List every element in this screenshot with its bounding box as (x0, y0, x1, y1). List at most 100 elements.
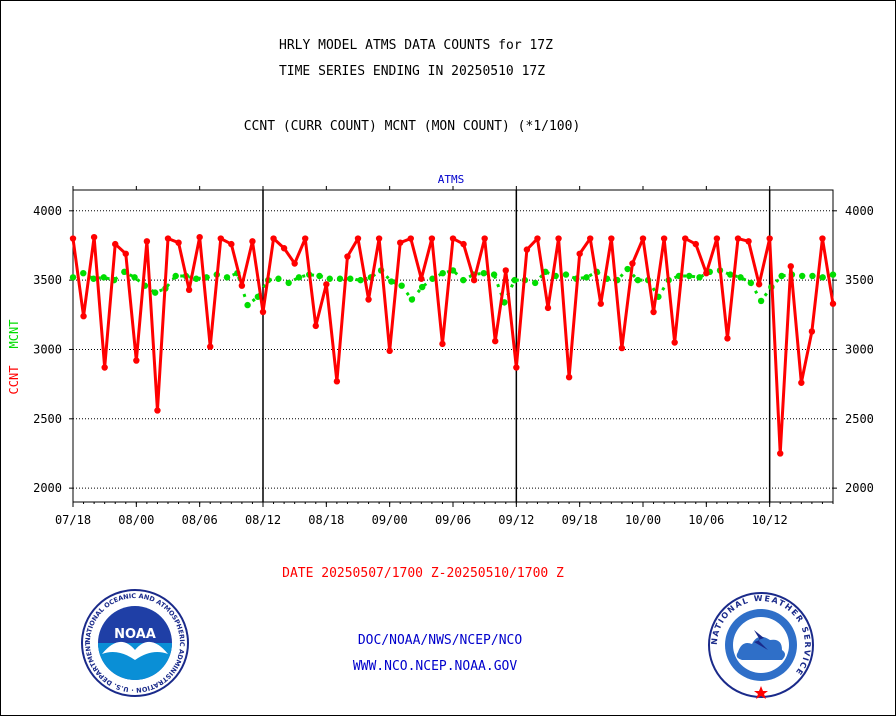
y-axis-label-ccnt: CCNT (7, 366, 21, 395)
y-tick-label-left: 2500 (33, 412, 62, 426)
ccnt-point (565, 374, 573, 381)
ccnt-point (481, 235, 488, 242)
ccnt-point (80, 312, 87, 320)
mcnt-point (531, 279, 539, 287)
y-tick-label-left: 3000 (33, 342, 62, 356)
mcnt-point (583, 274, 590, 281)
mcnt-point (829, 271, 837, 278)
ccnt-point (513, 364, 520, 371)
noaa-logo-text: NOAA (114, 627, 156, 642)
mcnt-point (223, 274, 231, 281)
y-tick-label-left: 4000 (33, 204, 62, 218)
mcnt-point (151, 289, 159, 296)
mcnt-point (90, 275, 97, 282)
x-tick-label: 07/18 (55, 513, 91, 527)
ccnt-point (344, 253, 351, 260)
mcnt-point (511, 276, 518, 284)
ccnt-point (629, 260, 636, 267)
y-axis-label-mcnt: MCNT (7, 320, 21, 349)
mcnt-point (757, 297, 765, 305)
ccnt-point (386, 347, 393, 355)
x-tick-label: 08/12 (245, 513, 281, 527)
y-tick-label-right: 2500 (845, 412, 874, 426)
ccnt-point (228, 240, 235, 248)
mcnt-point (480, 270, 488, 277)
mcnt-point (336, 275, 344, 282)
ccnt-point (502, 267, 509, 274)
ccnt-point (523, 246, 531, 253)
ccnt-point (734, 235, 742, 242)
ccnt-point (175, 239, 182, 246)
mcnt-point (316, 272, 323, 280)
mcnt-point (747, 279, 755, 287)
x-tick-label: 09/00 (372, 513, 408, 527)
ccnt-point (397, 239, 404, 246)
mcnt-point (326, 275, 333, 282)
mcnt-point (562, 271, 570, 278)
ccnt-point (576, 250, 583, 257)
mcnt-point (460, 276, 467, 284)
ccnt-point (280, 245, 288, 252)
ccnt-point (185, 286, 193, 294)
mcnt-point (624, 265, 631, 273)
ccnt-point (439, 340, 446, 348)
mcnt-point (275, 275, 282, 282)
ccnt-point (407, 235, 414, 242)
mcnt-point (347, 275, 354, 282)
ccnt-point (154, 407, 161, 414)
ccnt-point (365, 296, 372, 303)
ccnt-point (207, 343, 214, 350)
footer-url[interactable]: WWW.NCO.NCEP.NOAA.GOV (352, 659, 518, 674)
mcnt-point (696, 274, 703, 281)
noaa-logo: NATIONAL OCEANIC AND ATMOSPHERIC ADMINIS… (80, 588, 189, 697)
date-range: DATE 20250507/1700 Z-20250510/1700 Z (282, 566, 564, 581)
ccnt-point (703, 270, 710, 277)
mcnt-point (388, 278, 395, 285)
ccnt-point (449, 235, 457, 242)
x-tick-label: 10/00 (625, 513, 661, 527)
ccnt-point (270, 235, 277, 242)
footer-org: DOC/NOAA/NWS/NCEP/NCO (357, 633, 523, 648)
tick-labels: 2000 2000 2500 2500 3000 3000 3500 3500 4000 4000… (33, 204, 874, 527)
mcnt-line (72, 266, 834, 308)
ccnt-point (608, 235, 615, 242)
x-tick-label: 08/00 (118, 513, 154, 527)
ccnt-point (798, 379, 805, 386)
y-tick-label-right: 3000 (845, 342, 874, 356)
x-tick-label: 10/06 (688, 513, 724, 527)
ccnt-point (323, 281, 330, 288)
ccnt-point (375, 235, 383, 242)
mcnt-point (398, 282, 405, 289)
ccnt-point (650, 308, 657, 316)
ccnt-point (164, 235, 172, 242)
ccnt-point (534, 235, 541, 242)
ccnt-point (122, 250, 129, 257)
ccnt-point (787, 263, 794, 270)
ccnt-point (777, 450, 784, 457)
ccnt-point (249, 238, 256, 245)
x-tick-label: 08/06 (182, 513, 218, 527)
ccnt-point (692, 240, 699, 248)
ccnt-point (428, 235, 436, 242)
ccnt-point (713, 235, 721, 242)
ccnt-point (112, 240, 119, 248)
ccnt-point (660, 235, 668, 242)
ccnt-point (217, 235, 224, 242)
nws-logo: NATIONAL WEATHER SERVICE (708, 592, 814, 699)
mcnt-point (357, 276, 364, 284)
ccnt-point (302, 235, 309, 242)
chart-title-line1: HRLY MODEL ATMS DATA COUNTS for 17Z (279, 38, 553, 53)
ccnt-point (143, 238, 151, 245)
mcnt-point (778, 272, 785, 280)
mcnt-point (100, 274, 108, 281)
ccnt-point (829, 300, 837, 307)
mcnt-point (172, 272, 179, 280)
mcnt-point (634, 276, 642, 284)
ccnt-point (133, 357, 140, 364)
ccnt-point (492, 337, 499, 345)
ccnt-point (470, 276, 478, 284)
mcnt-point (418, 283, 426, 291)
mcnt-point (69, 274, 77, 281)
ccnt-point (766, 235, 773, 242)
ccnt-point (745, 238, 752, 245)
